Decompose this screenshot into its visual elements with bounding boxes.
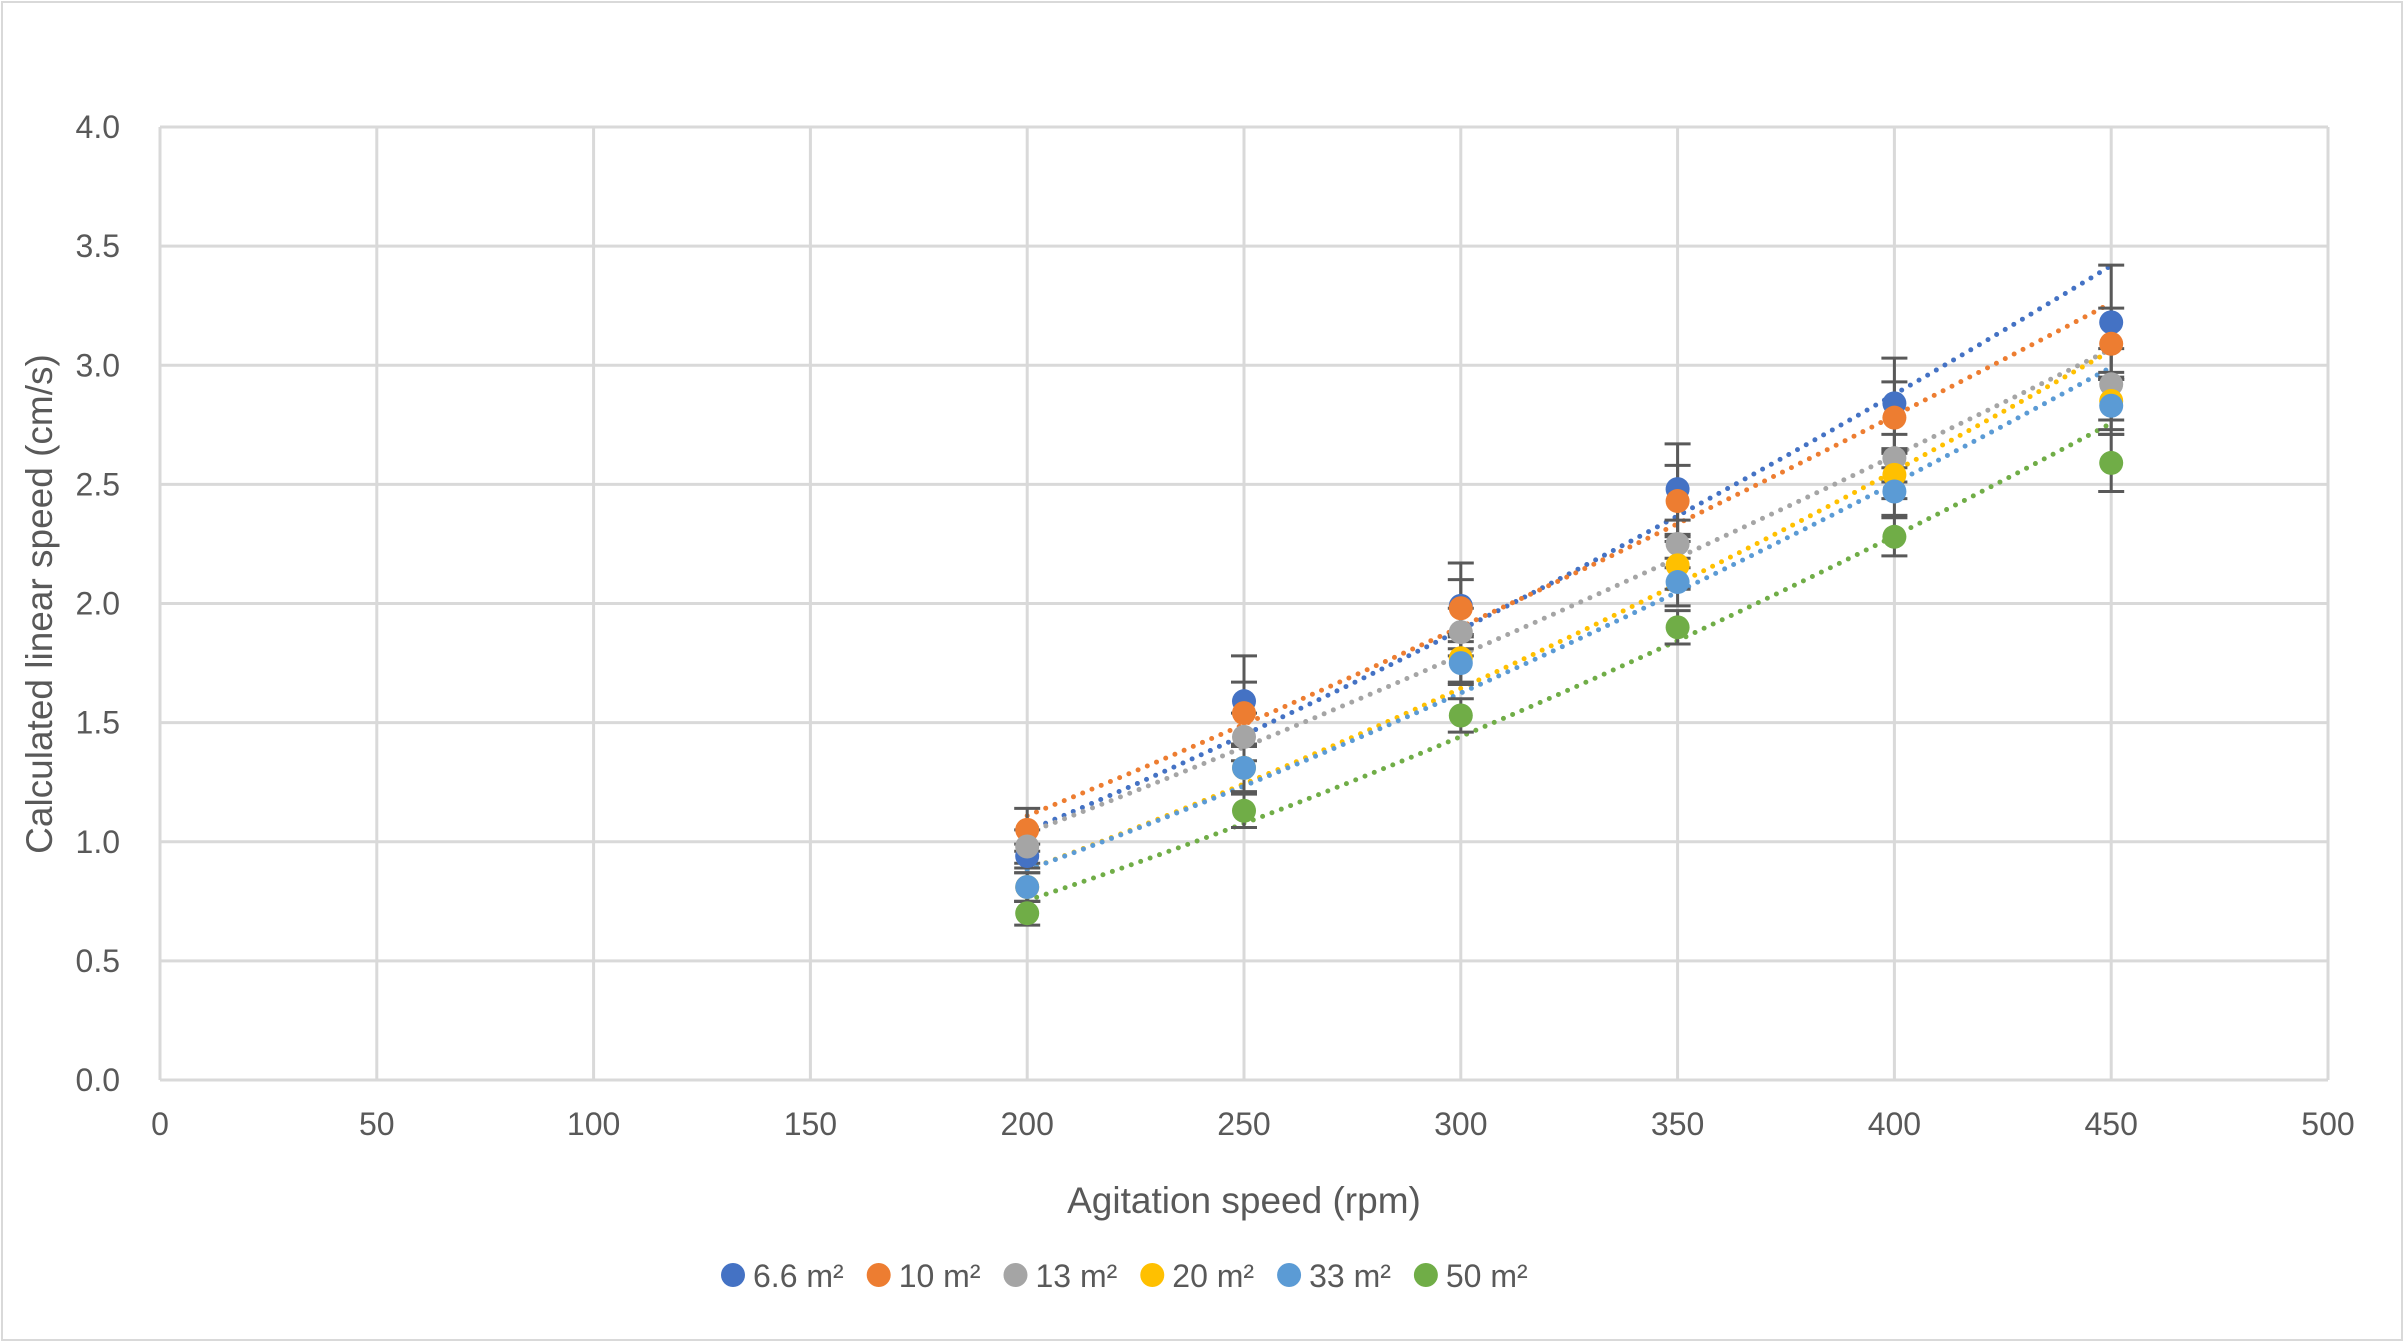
data-point bbox=[1882, 462, 1907, 487]
legend: 6.6 m² 10 m² 13 m² 20 m² 33 m² 50 m² bbox=[721, 1258, 1528, 1294]
legend-marker bbox=[866, 1263, 891, 1287]
trendline-0 bbox=[1024, 263, 2114, 834]
data-point bbox=[1015, 817, 1040, 842]
legend-label: 13 m² bbox=[1035, 1258, 1117, 1294]
legend-marker bbox=[1413, 1263, 1438, 1287]
x-tick-label: 450 bbox=[2085, 1106, 2138, 1142]
legend-marker bbox=[1003, 1263, 1028, 1287]
trendline-1 bbox=[1024, 300, 2114, 819]
y-tick-label: 2.5 bbox=[76, 466, 120, 502]
x-tick-label: 350 bbox=[1651, 1106, 1704, 1142]
data-point bbox=[1665, 553, 1690, 578]
x-tick-label: 500 bbox=[2301, 1106, 2354, 1142]
trendline-4 bbox=[1024, 364, 2114, 873]
data-point bbox=[1882, 479, 1907, 504]
data-point bbox=[1015, 901, 1040, 926]
data-point bbox=[1448, 651, 1473, 676]
legend-label: 50 m² bbox=[1446, 1258, 1528, 1294]
trendline-5 bbox=[1024, 420, 2114, 903]
x-tick-label: 250 bbox=[1217, 1106, 1270, 1142]
data-points bbox=[1015, 310, 2124, 926]
y-tick-label: 1.5 bbox=[76, 705, 120, 741]
data-point bbox=[2099, 331, 2124, 356]
data-point bbox=[1015, 834, 1040, 859]
data-point bbox=[1882, 524, 1907, 549]
x-tick-label: 300 bbox=[1434, 1106, 1487, 1142]
trendline-2 bbox=[1024, 346, 2114, 836]
legend-marker bbox=[1140, 1263, 1165, 1287]
legend-label: 10 m² bbox=[899, 1258, 981, 1294]
data-point bbox=[2099, 372, 2124, 397]
data-point bbox=[1665, 489, 1690, 514]
x-tick-label: 0 bbox=[151, 1106, 169, 1142]
data-point bbox=[1665, 531, 1690, 556]
x-tick-label: 50 bbox=[359, 1106, 395, 1142]
x-tick-label: 200 bbox=[1001, 1106, 1054, 1142]
legend-marker bbox=[1277, 1263, 1302, 1287]
data-point bbox=[1232, 724, 1256, 749]
y-tick-label: 0.0 bbox=[76, 1062, 120, 1098]
data-point bbox=[1882, 446, 1907, 471]
data-point bbox=[1448, 703, 1473, 728]
legend-label: 6.6 m² bbox=[753, 1258, 844, 1294]
legend-label: 33 m² bbox=[1309, 1258, 1391, 1294]
data-point bbox=[1882, 405, 1907, 430]
data-point bbox=[1015, 875, 1040, 900]
y-tick-label: 3.0 bbox=[76, 347, 120, 383]
data-point bbox=[1665, 570, 1690, 595]
data-point bbox=[1232, 701, 1256, 726]
x-axis-title: Agitation speed (rpm) bbox=[1067, 1180, 1421, 1221]
legend-label: 20 m² bbox=[1172, 1258, 1254, 1294]
data-point bbox=[1448, 596, 1473, 621]
y-tick-label: 1.0 bbox=[76, 824, 120, 860]
data-point bbox=[2099, 393, 2124, 418]
y-tick-label: 2.0 bbox=[76, 586, 120, 622]
data-point bbox=[2099, 450, 2124, 475]
x-tick-label: 400 bbox=[1868, 1106, 1921, 1142]
data-point bbox=[2099, 310, 2124, 335]
data-point bbox=[1232, 798, 1256, 823]
tick-labels: 0 50 100 150 200 250 300 350 400 450 500 0.0 0.5 1.0 1… bbox=[76, 109, 2355, 1142]
legend-marker bbox=[721, 1263, 745, 1287]
data-point bbox=[1665, 615, 1690, 640]
gridlines bbox=[158, 125, 2330, 1082]
data-point bbox=[1448, 620, 1473, 645]
y-tick-label: 4.0 bbox=[76, 109, 120, 145]
y-tick-label: 3.5 bbox=[76, 228, 120, 264]
trendline-3 bbox=[1024, 348, 2114, 873]
y-axis-title: Calculated linear speed (cm/s) bbox=[19, 354, 60, 854]
trendlines bbox=[1024, 263, 2114, 903]
data-point bbox=[1232, 755, 1256, 780]
y-tick-label: 0.5 bbox=[76, 943, 120, 979]
x-tick-label: 150 bbox=[784, 1106, 837, 1142]
x-tick-label: 100 bbox=[567, 1106, 620, 1142]
